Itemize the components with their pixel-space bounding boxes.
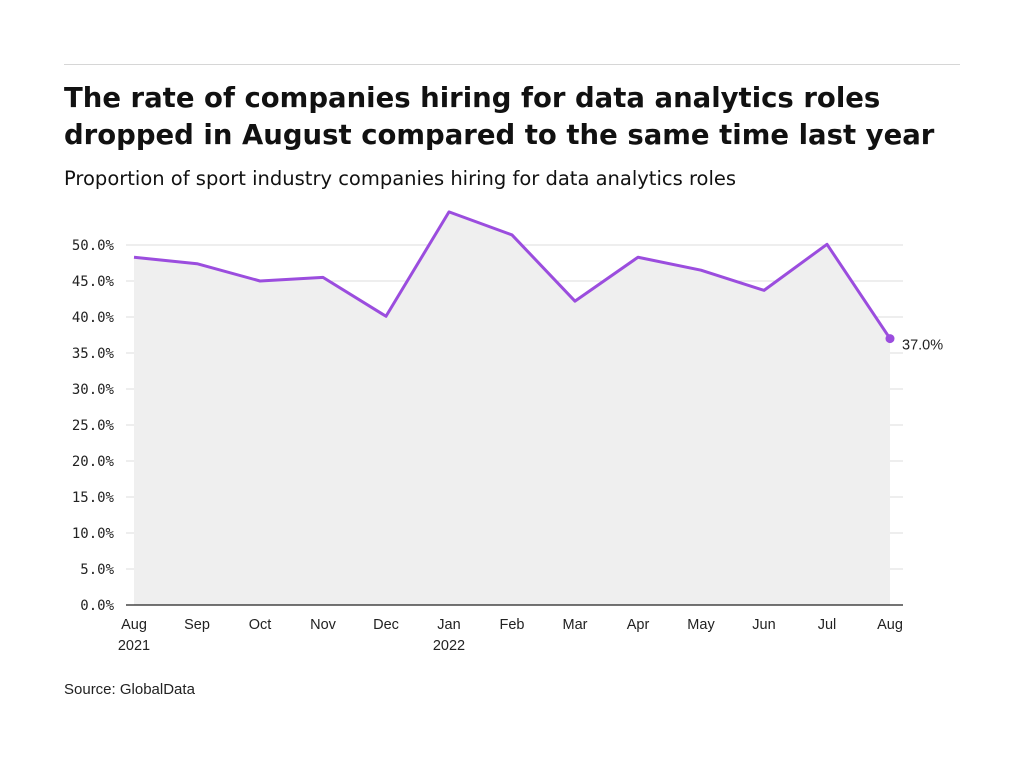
chart-title: The rate of companies hiring for data an… [64, 82, 935, 151]
chart-subtitle: Proportion of sport industry companies h… [64, 167, 737, 190]
y-tick-label: 25.0% [72, 418, 115, 434]
y-tick-label: 45.0% [72, 274, 115, 290]
y-tick-label: 40.0% [72, 310, 115, 326]
y-tick-label: 10.0% [72, 526, 115, 542]
x-tick-label: Aug 2021 [118, 617, 150, 654]
y-tick-label: 35.0% [72, 346, 115, 362]
area-fill [134, 211, 890, 605]
y-tick-label: 0.0% [80, 598, 114, 614]
end-value-label: 37.0% [902, 338, 943, 354]
x-tick-label: Dec [373, 617, 399, 633]
x-tick-label: Feb [500, 617, 525, 633]
x-tick-label: Jan 2022 [433, 617, 465, 654]
x-tick-label: Oct [249, 617, 272, 633]
x-tick-label: May [687, 617, 715, 633]
y-tick-label: 20.0% [72, 454, 115, 470]
y-tick-label: 50.0% [72, 238, 115, 254]
end-point-marker [885, 334, 895, 344]
x-tick-label: Mar [563, 617, 588, 633]
y-tick-label: 5.0% [80, 562, 114, 578]
x-tick-label: Jun [752, 617, 775, 633]
y-tick-label: 15.0% [72, 490, 115, 506]
top-rule [64, 64, 960, 65]
y-tick-label: 30.0% [72, 382, 115, 398]
x-tick-label: Aug [877, 617, 903, 633]
x-tick-label: Sep [184, 617, 210, 633]
x-tick-label: Jul [818, 617, 837, 633]
source-note: Source: GlobalData [64, 681, 195, 698]
x-tick-label: Apr [627, 617, 650, 633]
series-line [133, 210, 892, 340]
x-tick-label: Nov [310, 617, 337, 633]
